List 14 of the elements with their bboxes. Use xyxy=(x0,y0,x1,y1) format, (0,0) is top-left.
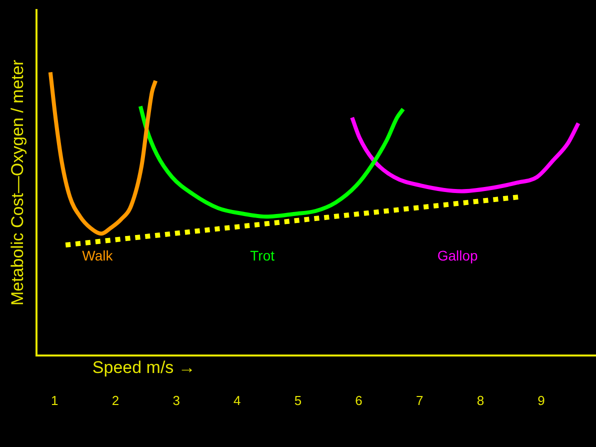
x-tick-label: 9 xyxy=(538,392,545,408)
x-tick-label: 2 xyxy=(112,392,120,408)
series-label: Walk xyxy=(82,247,114,264)
text: Gallop xyxy=(437,247,478,264)
x-tick-label: 3 xyxy=(172,392,180,408)
x-tick-label: 5 xyxy=(294,392,302,408)
x-tick-label: 4 xyxy=(234,392,241,408)
x-tick-label: 8 xyxy=(476,392,484,408)
x-tick-label: 6 xyxy=(355,392,362,408)
y-axis-title: Metabolic Cost—Oxygen / meter xyxy=(8,60,27,306)
text: Trot xyxy=(250,247,275,264)
x-tick-label: 1 xyxy=(51,392,58,408)
x-axis-title: Speed m/s → xyxy=(92,358,196,378)
x-tick-label: 7 xyxy=(416,392,424,408)
